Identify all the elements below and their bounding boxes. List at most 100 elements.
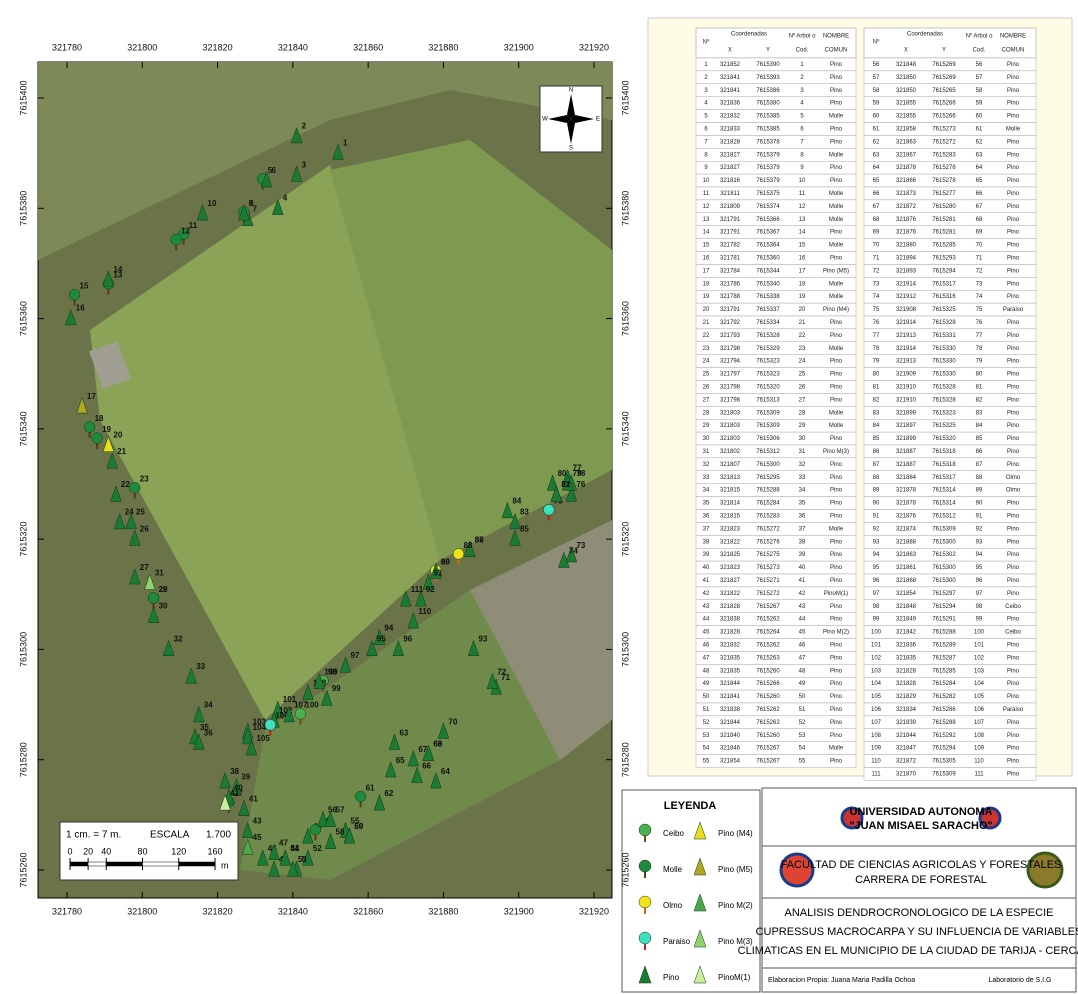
td: 88 xyxy=(873,475,880,481)
td: 22 xyxy=(703,333,710,339)
td: 321861 xyxy=(896,565,917,571)
td: 321914 xyxy=(896,346,917,352)
td: 321894 xyxy=(896,256,917,262)
legend-label: Pino (M4) xyxy=(718,829,753,838)
td: Paraiso xyxy=(1003,707,1024,713)
tree-number: 7 xyxy=(253,204,258,213)
td: 7615325 xyxy=(932,307,956,313)
td: 30 xyxy=(799,436,806,442)
td: 321884 xyxy=(896,475,917,481)
td: 321794 xyxy=(720,359,741,365)
td: 75 xyxy=(976,307,983,313)
legend-label: Olmo xyxy=(663,901,683,910)
td: Molle xyxy=(829,152,844,158)
td: 321854 xyxy=(896,591,917,597)
td: 17 xyxy=(703,268,710,274)
td: 7615366 xyxy=(756,217,780,223)
td: Pino xyxy=(830,694,843,700)
td: Pino M(2) xyxy=(823,630,849,636)
faculty: CARRERA DE FORESTAL xyxy=(855,874,987,886)
td: Molle xyxy=(829,114,844,120)
td: 53 xyxy=(799,733,806,739)
scale-tick-label: 20 xyxy=(83,846,93,856)
td: 321863 xyxy=(896,552,917,558)
td: 95 xyxy=(976,565,983,571)
td: 7615262 xyxy=(756,707,780,713)
td: 7615267 xyxy=(756,759,780,765)
td: 321874 xyxy=(896,526,917,532)
td: 105 xyxy=(974,694,985,700)
td: 32 xyxy=(799,462,806,468)
td: Pino xyxy=(830,62,843,68)
td: 321835 xyxy=(720,668,741,674)
y-tick-label: 7615320 xyxy=(18,522,28,557)
tree-number: 25 xyxy=(136,508,145,517)
td: 26 xyxy=(703,385,710,391)
legend-label: Pino (M5) xyxy=(718,865,753,874)
td: 7615269 xyxy=(932,62,956,68)
td: Pino xyxy=(1007,359,1020,365)
y-tick-label: 7615280 xyxy=(620,742,630,777)
td: Olmo xyxy=(1006,475,1021,481)
td: 7615276 xyxy=(756,539,780,545)
td: 99 xyxy=(976,617,983,623)
td: Pino xyxy=(830,75,843,81)
td: 7615309 xyxy=(756,410,780,416)
td: Pino xyxy=(830,617,843,623)
td: 321872 xyxy=(896,204,917,210)
td: 58 xyxy=(873,88,880,94)
td: Pino xyxy=(1007,591,1020,597)
td: Pino xyxy=(1007,243,1020,249)
td: 321798 xyxy=(720,397,741,403)
td: 321914 xyxy=(896,320,917,326)
td: 7615266 xyxy=(756,681,780,687)
td: Pino xyxy=(1007,75,1020,81)
td: 321823 xyxy=(720,526,741,532)
scale-unit: m xyxy=(221,860,229,870)
x-tick-label: 321820 xyxy=(203,906,233,916)
th: X xyxy=(728,48,732,54)
td: Pino xyxy=(830,488,843,494)
td: 18 xyxy=(703,281,710,287)
tree-number: 18 xyxy=(95,414,104,423)
td: 321878 xyxy=(896,501,917,507)
td: 321844 xyxy=(720,720,741,726)
td: Pino xyxy=(1007,410,1020,416)
td: Pino xyxy=(830,707,843,713)
x-tick-label: 321860 xyxy=(353,906,383,916)
td: 25 xyxy=(703,372,710,378)
td: Pino xyxy=(830,101,843,107)
td: 7615379 xyxy=(756,178,780,184)
td: 7615331 xyxy=(932,333,956,339)
td: 7615309 xyxy=(756,423,780,429)
td: 20 xyxy=(799,307,806,313)
td: 321835 xyxy=(720,655,741,661)
tree-number: 100 xyxy=(305,701,319,710)
thesis-title: ANALISIS DENDROCRONOLOGICO DE LA ESPECIE xyxy=(785,907,1054,919)
x-tick-label: 321780 xyxy=(52,906,82,916)
faculty: FACULTAD DE CIENCIAS AGRICOLAS Y FORESTA… xyxy=(781,859,1062,871)
td: Pino xyxy=(830,165,843,171)
td: 321836 xyxy=(896,643,917,649)
td: Molle xyxy=(1006,127,1021,133)
td: Pino xyxy=(830,88,843,94)
td: 60 xyxy=(873,114,880,120)
td: 321825 xyxy=(720,552,741,558)
td: 59 xyxy=(873,101,880,107)
td: 7615266 xyxy=(932,114,956,120)
th: COMUN xyxy=(825,48,848,54)
td: 7615330 xyxy=(932,359,956,365)
td: 7615313 xyxy=(756,397,780,403)
tree-canopy xyxy=(148,593,159,604)
td: Pino xyxy=(1007,191,1020,197)
td: 34 xyxy=(703,488,710,494)
td: 7615293 xyxy=(932,256,956,262)
td: 321844 xyxy=(720,681,741,687)
td: 7615312 xyxy=(756,449,780,455)
td: 47 xyxy=(799,655,806,661)
x-tick-label: 321860 xyxy=(353,42,383,52)
td: 321893 xyxy=(896,268,917,274)
td: Pino xyxy=(1007,152,1020,158)
td: 321854 xyxy=(720,759,741,765)
x-tick-label: 321900 xyxy=(504,906,534,916)
